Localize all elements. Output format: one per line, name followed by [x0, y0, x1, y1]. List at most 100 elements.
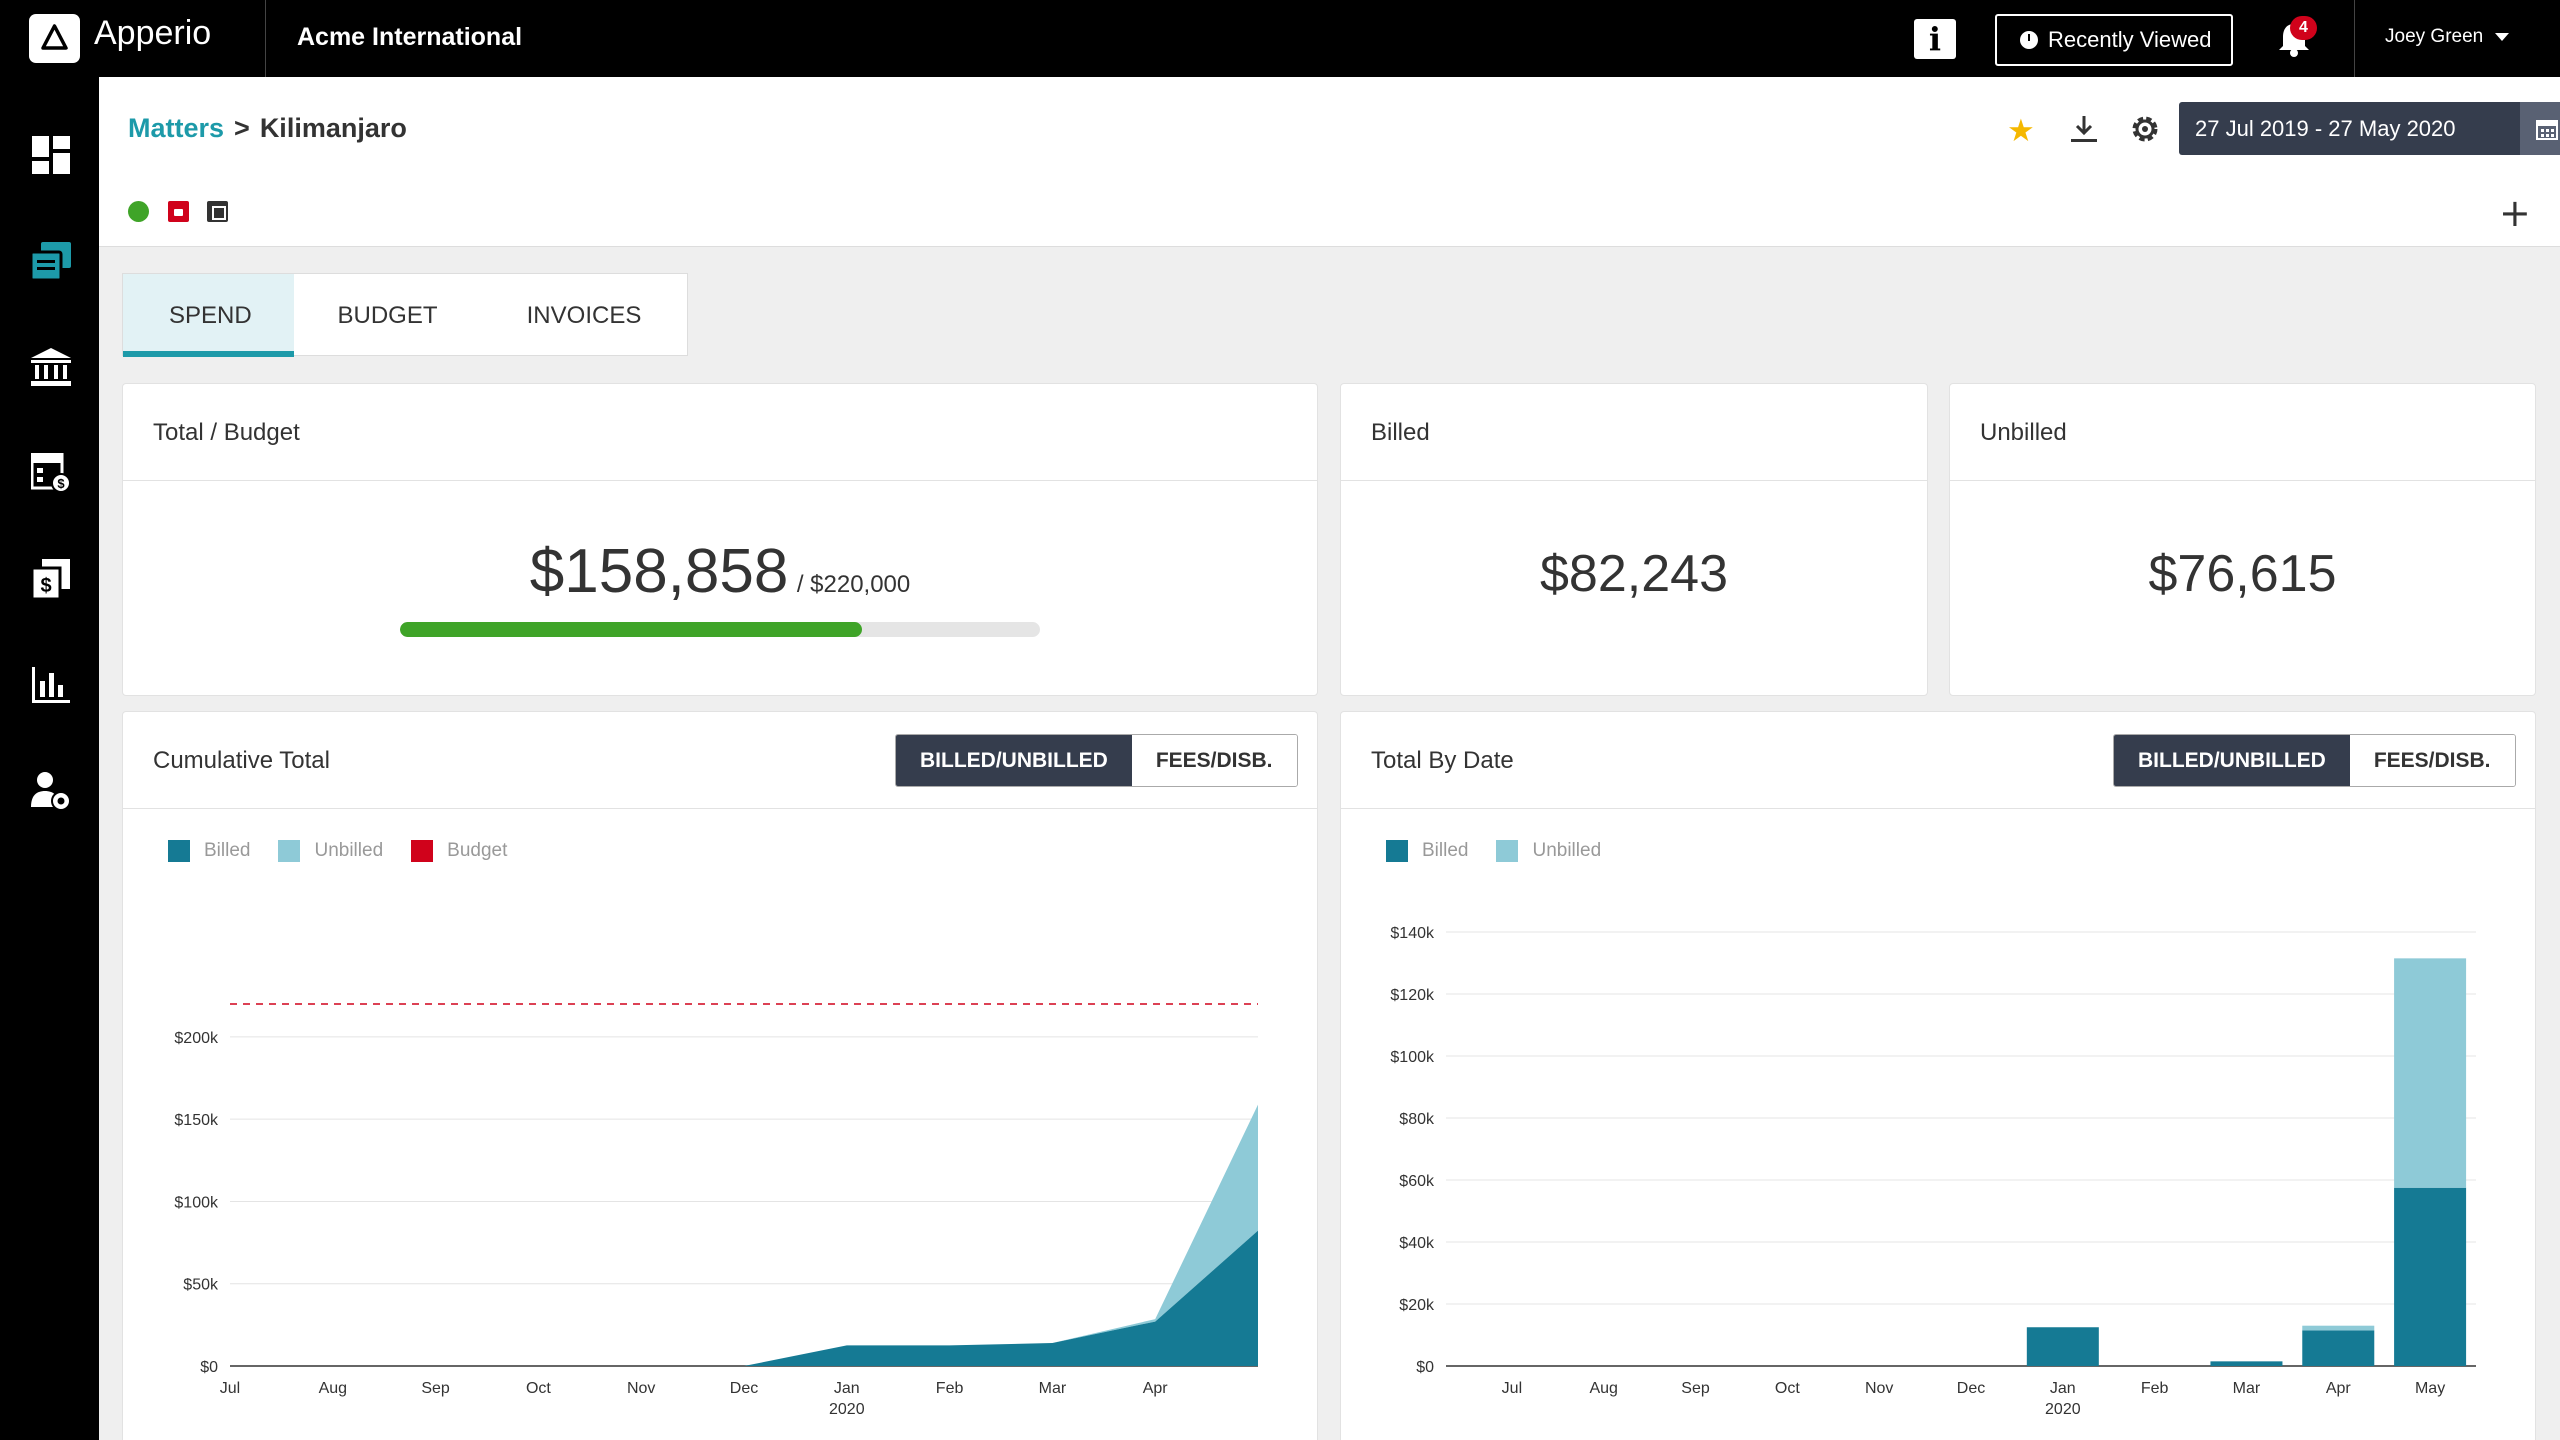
billed-unbilled-toggle-button[interactable]: BILLED/UNBILLED: [896, 735, 1132, 786]
card-title: Unbilled: [1950, 384, 2535, 481]
y-tick-label: $50k: [183, 1277, 219, 1294]
calendar-icon[interactable]: [2520, 102, 2560, 155]
cumulative-area-chart: $0 $50k $100k $150k $200k Jul Aug Sep Oct Nov Dec J…: [174, 1003, 1258, 1418]
billing-icon: $: [32, 559, 70, 599]
bar-unbilled: [2302, 1325, 2375, 1331]
x-year-label: 2020: [829, 1401, 865, 1418]
total-by-date-bar-chart: $0 $20k $40k $60k $80k $100k $120k $140k Jul Aug S…: [1390, 925, 2476, 1418]
page-title: Kilimanjaro: [259, 113, 407, 143]
bar-billed: [2394, 1187, 2467, 1366]
legend-label: Unbilled: [1532, 840, 1602, 861]
breadcrumb: Matters > Kilimanjaro: [128, 113, 407, 144]
x-tick-label: Mar: [2233, 1380, 2261, 1397]
svg-text:$: $: [40, 575, 51, 597]
card-title: Total / Budget: [123, 384, 1317, 481]
tab-budget[interactable]: BUDGET: [337, 302, 438, 329]
x-tick-label: Jul: [1502, 1380, 1522, 1397]
sidebar-item-billing[interactable]: $: [29, 557, 73, 601]
view-toggle: BILLED/UNBILLED FEES/DISB.: [2113, 734, 2516, 787]
x-tick-label: May: [2415, 1380, 2445, 1397]
tab-spend[interactable]: SPEND: [123, 274, 294, 357]
legend-swatch: [411, 840, 434, 862]
lock-icon[interactable]: [168, 201, 189, 222]
x-tick-label: Nov: [627, 1380, 655, 1397]
x-tick-label: Oct: [526, 1380, 551, 1397]
legend-label: Billed: [1422, 840, 1469, 861]
x-tick-label: Dec: [1957, 1380, 1985, 1397]
status-active-icon: [128, 201, 149, 222]
budget-progress-fill: [400, 622, 863, 637]
x-tick-label: Aug: [1589, 1380, 1617, 1397]
card-title: Billed: [1341, 384, 1927, 481]
y-tick-label: $80k: [1399, 1111, 1435, 1128]
billed-card: Billed $82,243: [1340, 383, 1928, 696]
cumulative-total-card: Cumulative Total BILLED/UNBILLED FEES/DI…: [122, 711, 1318, 1440]
date-range-picker[interactable]: 27 Jul 2019 - 27 May 2020: [2179, 102, 2560, 155]
billed-unbilled-toggle-button[interactable]: BILLED/UNBILLED: [2114, 735, 2350, 786]
download-icon[interactable]: [2068, 113, 2100, 145]
copy-icon[interactable]: [207, 201, 228, 222]
budget-progress-bar: [400, 622, 1040, 637]
sidebar-item-reports[interactable]: [29, 663, 73, 707]
x-tick-label: Nov: [1865, 1380, 1893, 1397]
chart-title: Cumulative Total: [153, 747, 330, 774]
fees-disb-toggle-button[interactable]: FEES/DISB.: [1131, 735, 1297, 786]
total-row: $158,858 / $220,000: [123, 536, 1317, 607]
sidebar-item-user-settings[interactable]: [29, 769, 73, 813]
legend-item-billed[interactable]: Billed: [168, 840, 250, 862]
y-tick-label: $150k: [174, 1112, 219, 1129]
recently-viewed-button[interactable]: Recently Viewed: [1995, 14, 2233, 66]
x-tick-label: Feb: [2141, 1380, 2169, 1397]
fees-disb-toggle-button[interactable]: FEES/DISB.: [2349, 735, 2515, 786]
svg-text:$: $: [57, 476, 65, 491]
star-icon[interactable]: ★: [2007, 113, 2035, 149]
x-tick-label: Sep: [421, 1380, 450, 1397]
breadcrumb-matters-link[interactable]: Matters: [128, 113, 225, 143]
x-tick-label: Apr: [2326, 1380, 2352, 1397]
gear-icon[interactable]: [2129, 113, 2161, 145]
legend-item-billed[interactable]: Billed: [1386, 840, 1468, 862]
view-toggle: BILLED/UNBILLED FEES/DISB.: [895, 734, 1298, 787]
y-tick-label: $140k: [1390, 925, 1435, 942]
tab-invoices[interactable]: INVOICES: [526, 302, 642, 329]
sidebar-item-dashboard[interactable]: [29, 133, 73, 177]
sidebar-item-firms[interactable]: [29, 345, 73, 389]
clock-icon: [2020, 31, 2038, 49]
x-tick-label: Feb: [936, 1380, 964, 1397]
info-button[interactable]: i: [1914, 19, 1956, 59]
chevron-down-icon: [2495, 33, 2510, 41]
chart-legend: Billed Unbilled: [1386, 840, 1601, 862]
invoice-calc-icon: $: [31, 453, 71, 493]
y-tick-label: $120k: [1390, 987, 1435, 1004]
legend-item-unbilled[interactable]: Unbilled: [278, 840, 383, 862]
bar-billed: [2210, 1361, 2283, 1366]
y-tick-label: $200k: [174, 1030, 219, 1047]
date-range-value: 27 Jul 2019 - 27 May 2020: [2195, 116, 2456, 141]
unbilled-value: $76,615: [2148, 545, 2337, 603]
x-tick-label: Jan: [834, 1380, 860, 1397]
y-tick-label: $100k: [1390, 1049, 1435, 1066]
organization-name[interactable]: Acme International: [297, 23, 523, 51]
chart-legend: Billed Unbilled Budget: [168, 840, 507, 862]
x-tick-label: Oct: [1775, 1380, 1800, 1397]
x-year-label: 2020: [2045, 1401, 2081, 1418]
sidebar: $ $: [0, 77, 99, 1440]
add-icon[interactable]: +: [2499, 191, 2531, 235]
top-bar: Apperio Acme International i Recently Vi…: [0, 0, 2560, 77]
bar-billed: [2302, 1330, 2375, 1366]
divider: [265, 0, 266, 77]
billed-value: $82,243: [1540, 545, 1728, 603]
billed-area: [230, 1230, 1258, 1366]
apperio-logo-icon[interactable]: [29, 14, 80, 63]
total-by-date-card: Total By Date BILLED/UNBILLED FEES/DISB.…: [1340, 711, 2536, 1440]
y-tick-label: $0: [200, 1359, 218, 1376]
sidebar-item-matters[interactable]: [29, 239, 73, 283]
legend-item-unbilled[interactable]: Unbilled: [1496, 840, 1601, 862]
sidebar-item-invoice-review[interactable]: $: [29, 451, 73, 495]
budget-value: / $220,000: [796, 571, 911, 598]
user-menu[interactable]: Joey Green: [2385, 26, 2510, 48]
bank-icon: [31, 348, 71, 386]
legend-label: Unbilled: [314, 840, 384, 861]
card-title: Cumulative Total BILLED/UNBILLED FEES/DI…: [123, 712, 1317, 809]
legend-item-budget[interactable]: Budget: [411, 840, 507, 862]
